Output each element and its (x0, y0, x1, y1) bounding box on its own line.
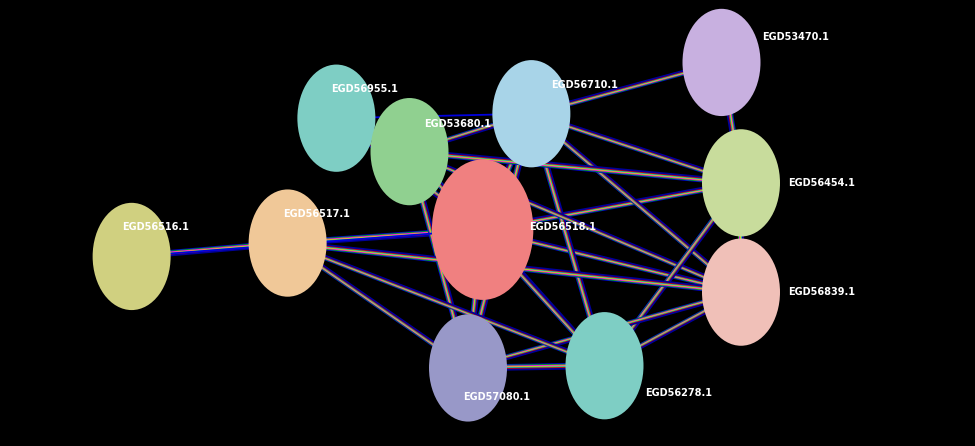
Ellipse shape (93, 203, 171, 310)
Ellipse shape (682, 9, 761, 116)
Text: EGD56955.1: EGD56955.1 (332, 84, 399, 94)
Text: EGD56278.1: EGD56278.1 (645, 388, 713, 398)
Ellipse shape (429, 314, 507, 421)
Text: EGD56518.1: EGD56518.1 (529, 223, 597, 232)
Text: EGD56517.1: EGD56517.1 (283, 209, 350, 219)
Ellipse shape (249, 190, 327, 297)
Ellipse shape (702, 239, 780, 346)
Text: EGD56839.1: EGD56839.1 (788, 287, 855, 297)
Text: EGD56710.1: EGD56710.1 (551, 80, 618, 90)
Ellipse shape (702, 129, 780, 236)
Ellipse shape (370, 98, 448, 205)
Text: EGD57080.1: EGD57080.1 (463, 392, 530, 402)
Text: EGD56454.1: EGD56454.1 (788, 178, 855, 188)
Text: EGD53470.1: EGD53470.1 (762, 33, 830, 42)
Ellipse shape (297, 65, 375, 172)
Text: EGD53680.1: EGD53680.1 (424, 119, 491, 128)
Text: EGD56516.1: EGD56516.1 (122, 223, 189, 232)
Ellipse shape (432, 160, 533, 300)
Ellipse shape (492, 60, 570, 167)
Ellipse shape (566, 312, 644, 419)
